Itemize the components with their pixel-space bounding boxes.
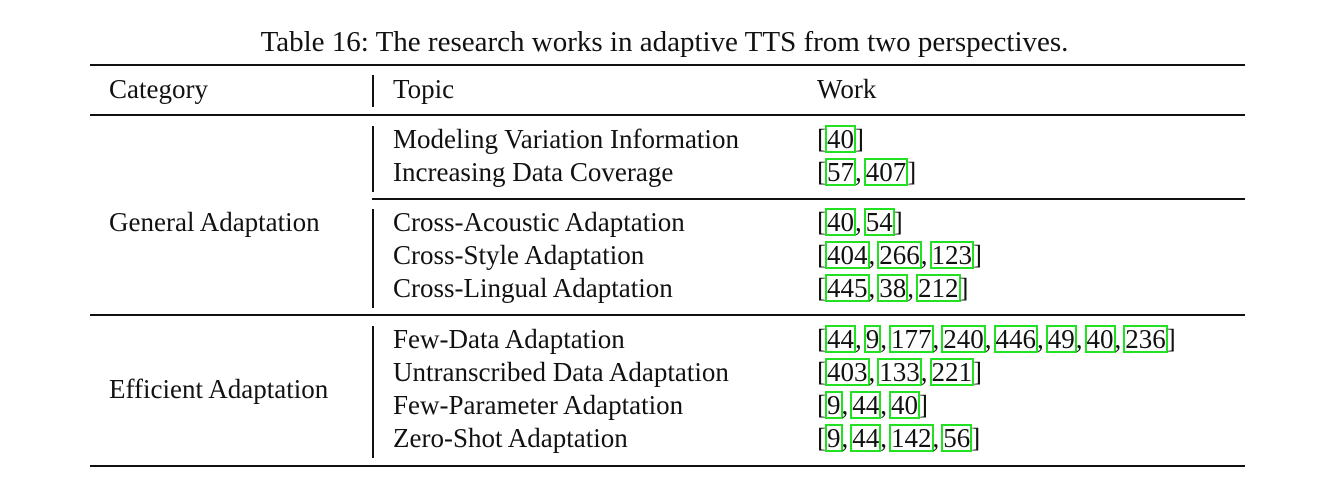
citation-link[interactable]: 407 — [863, 157, 909, 187]
citation-link[interactable]: 123 — [929, 240, 974, 270]
citation-link[interactable]: 240 — [941, 324, 986, 354]
citation-link[interactable]: 40 — [1084, 324, 1116, 354]
table-caption: Table 16: The research works in adaptive… — [260, 26, 1069, 58]
header-rule — [90, 114, 1245, 116]
citation-link[interactable]: 9 — [825, 390, 843, 420]
citation-link[interactable]: 40 — [825, 207, 856, 237]
header-topic: Topic — [393, 74, 455, 104]
citation-link[interactable]: 236 — [1123, 324, 1168, 354]
work-cell: [9, 44, 142, 56] — [817, 423, 981, 453]
citation-link[interactable]: 221 — [929, 357, 974, 387]
topic-cell: Few-Data Adaptation — [393, 324, 625, 354]
work-cell: [403, 133, 221] — [817, 357, 982, 387]
topic-cell: Untranscribed Data Adaptation — [393, 357, 729, 387]
citation-link[interactable]: 40 — [825, 124, 856, 154]
citation-link[interactable]: 56 — [941, 423, 973, 453]
citation-link[interactable]: 403 — [825, 357, 870, 387]
header-column-divider — [372, 75, 374, 107]
work-cell: [44, 9, 177, 240, 446, 49, 40, 236] — [817, 324, 1176, 354]
topic-cell: Cross-Style Adaptation — [393, 240, 645, 270]
bottom-rule — [90, 465, 1245, 467]
citation-link[interactable]: 404 — [825, 240, 870, 270]
topic-cell: Zero-Shot Adaptation — [393, 423, 628, 453]
category-label: General Adaptation — [109, 207, 320, 237]
citation-link[interactable]: 44 — [850, 390, 882, 420]
citation-link[interactable]: 9 — [825, 423, 843, 453]
citation-link[interactable]: 54 — [863, 207, 895, 237]
citation-link[interactable]: 40 — [889, 390, 920, 420]
citation-link[interactable]: 446 — [993, 324, 1038, 354]
work-cell: [9, 44, 40] — [817, 390, 928, 420]
group-rule — [90, 314, 1245, 316]
citation-link[interactable]: 177 — [889, 324, 934, 354]
column-divider — [372, 209, 374, 308]
citation-link[interactable]: 44 — [825, 324, 856, 354]
citation-link[interactable]: 133 — [877, 357, 922, 387]
work-cell: [40, 54] — [817, 207, 903, 237]
citation-link[interactable]: 38 — [877, 273, 909, 303]
citation-link[interactable]: 49 — [1045, 324, 1077, 354]
category-label: Efficient Adaptation — [109, 374, 329, 404]
topic-cell: Cross-Lingual Adaptation — [393, 273, 673, 303]
citation-link[interactable]: 266 — [877, 240, 922, 270]
citation-link[interactable]: 445 — [825, 273, 870, 303]
citation-link[interactable]: 9 — [863, 324, 882, 354]
top-rule — [90, 64, 1245, 66]
topic-cell: Modeling Variation Information — [393, 124, 739, 154]
topic-cell: Few-Parameter Adaptation — [393, 390, 684, 420]
subgroup-rule — [372, 198, 1245, 200]
citation-link[interactable]: 57 — [825, 157, 856, 187]
work-cell: [40] — [817, 124, 864, 154]
header-category: Category — [109, 74, 208, 104]
citation-link[interactable]: 142 — [889, 423, 934, 453]
work-cell: [404, 266, 123] — [817, 240, 982, 270]
column-divider — [372, 126, 374, 192]
topic-cell: Cross-Acoustic Adaptation — [393, 207, 685, 237]
header-work: Work — [817, 74, 877, 104]
column-divider — [372, 326, 374, 458]
topic-cell: Increasing Data Coverage — [393, 157, 674, 187]
work-cell: [57, 407] — [817, 157, 917, 187]
work-cell: [445, 38, 212] — [817, 273, 969, 303]
citation-link[interactable]: 44 — [850, 423, 882, 453]
citation-link[interactable]: 212 — [916, 273, 961, 303]
